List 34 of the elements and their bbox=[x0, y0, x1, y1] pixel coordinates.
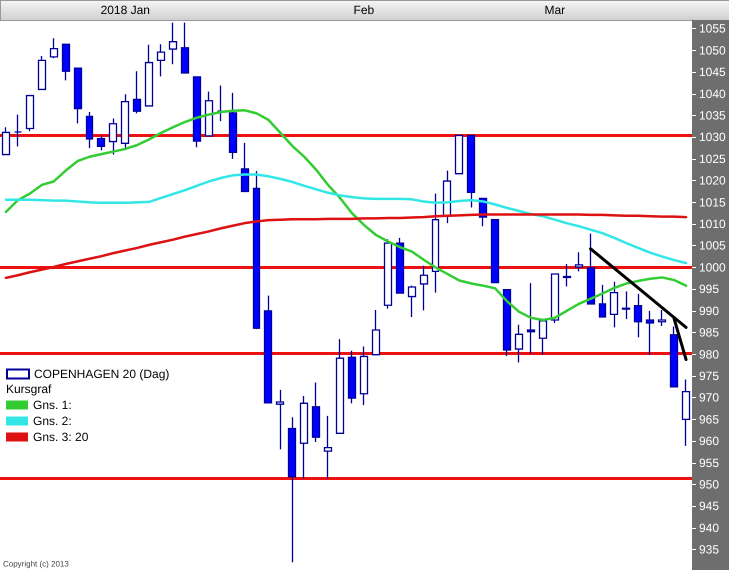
y-tick-label: 1005 bbox=[699, 238, 726, 253]
y-tick-label: 990 bbox=[699, 304, 720, 318]
legend-label: Gns. 3: 20 bbox=[33, 430, 89, 444]
y-tick-label: 945 bbox=[699, 499, 720, 514]
y-tick-label: 935 bbox=[699, 542, 720, 557]
y-tick-label: 1055 bbox=[699, 22, 726, 36]
annotation: Copyright (c) 2013 bbox=[3, 560, 70, 568]
y-tick-label: 1020 bbox=[699, 174, 726, 188]
legend-label: Gns. 1: bbox=[33, 398, 72, 412]
y-tick-label: 960 bbox=[699, 434, 720, 448]
x-tick-label: Feb bbox=[354, 3, 375, 17]
y-tick-label: 1035 bbox=[699, 108, 726, 123]
y-tick-label: 940 bbox=[699, 520, 720, 535]
y-tick-label: 1000 bbox=[699, 260, 726, 274]
y-tick-label: 1045 bbox=[699, 65, 726, 80]
x-tick-label: Mar bbox=[544, 3, 566, 17]
legend-label: COPENHAGEN 20 (Dag) bbox=[34, 367, 170, 381]
y-tick-label: 975 bbox=[699, 368, 720, 383]
y-tick-label: 1015 bbox=[699, 195, 726, 210]
y-tick-label: 980 bbox=[699, 347, 720, 362]
y-tick-label: 950 bbox=[699, 478, 720, 492]
y-tick-label: 1025 bbox=[699, 152, 726, 166]
legend-title: Kursgraf bbox=[6, 382, 52, 396]
y-tick-label: 970 bbox=[699, 390, 720, 405]
y-tick-label: 985 bbox=[699, 326, 720, 340]
y-tick-label: 995 bbox=[699, 282, 720, 296]
y-tick-label: 1050 bbox=[699, 43, 726, 58]
y-tick-label: 955 bbox=[699, 456, 720, 470]
y-tick-label: 1030 bbox=[699, 130, 726, 144]
y-tick-label: 1040 bbox=[699, 86, 726, 101]
x-tick-label: 2018 Jan bbox=[100, 3, 150, 17]
y-tick-label: 965 bbox=[699, 412, 720, 426]
legend-label: Gns. 2: bbox=[33, 414, 72, 428]
y-tick-label: 1010 bbox=[699, 217, 726, 232]
